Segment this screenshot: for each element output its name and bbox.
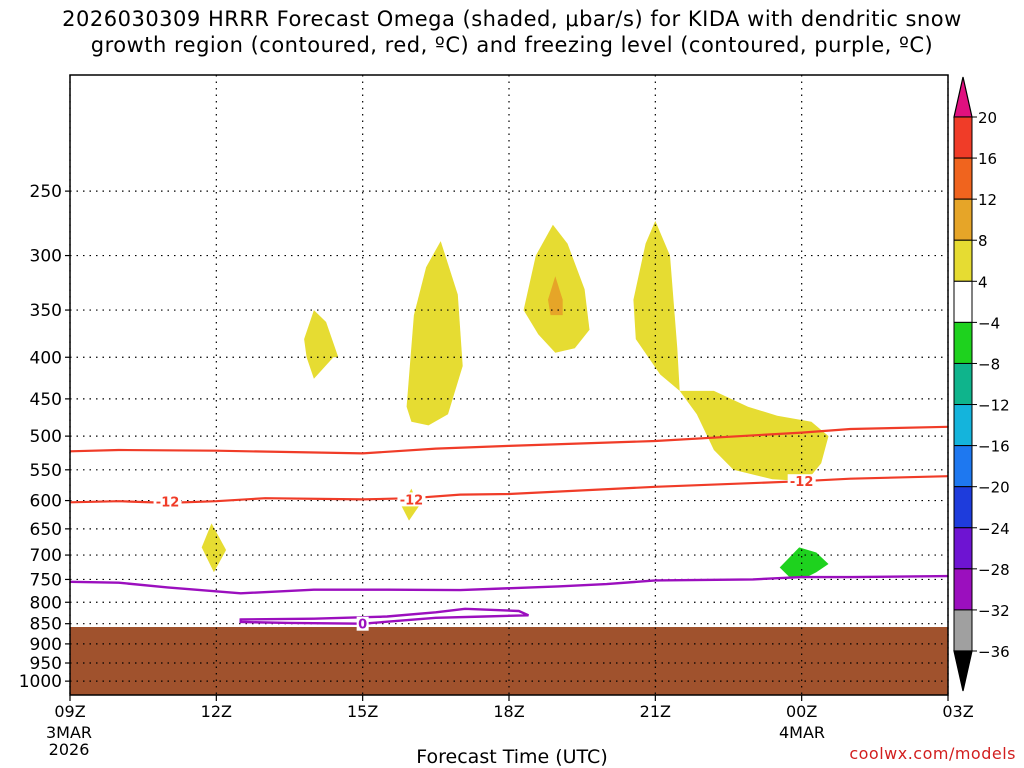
colorbar-label-0: 20	[978, 109, 997, 127]
colorbar-label-7: −12	[978, 397, 1010, 415]
y-tick-label-650: 650	[30, 520, 62, 540]
y-tick-label-700: 700	[30, 546, 62, 566]
colorbar-label-2: 12	[978, 191, 997, 209]
y-tick-label-400: 400	[30, 348, 62, 368]
y-tick-label-900: 900	[30, 635, 62, 655]
y-tick-label-750: 750	[30, 570, 62, 590]
next-date-label: 4MAR	[779, 724, 825, 741]
colorbar-label-4: 4	[978, 273, 988, 291]
x-tick-label-21z: 21Z	[640, 702, 671, 721]
x-axis-title: Forecast Time (UTC)	[416, 746, 608, 768]
x-tick-label-03z: 03Z	[942, 702, 973, 721]
colorbar-label-9: −20	[978, 479, 1010, 497]
colorbar-label-10: −24	[978, 520, 1010, 538]
colorbar-bin-bottom-triangle	[953, 650, 973, 692]
colorbar-bin-4	[953, 239, 973, 282]
y-tick-label-1000: 1000	[19, 672, 62, 692]
colorbar-label-1: 16	[978, 150, 997, 168]
freezing-label-1: 0	[358, 618, 367, 633]
y-tick-label-600: 600	[30, 492, 62, 512]
y-tick-label-500: 500	[30, 427, 62, 447]
y-tick-label-350: 350	[30, 301, 62, 321]
x-tick-label-00z: 00Z	[786, 702, 817, 721]
y-tick-label-550: 550	[30, 461, 62, 481]
y-tick-label-950: 950	[30, 654, 62, 674]
freezing-label-1-bg	[356, 616, 369, 631]
y-tick-label-250: 250	[30, 182, 62, 202]
colorbar-bin-3	[953, 198, 973, 241]
colorbar-label-8: −16	[978, 438, 1010, 456]
colorbar-bin-2	[953, 157, 973, 200]
omega-area-7	[201, 523, 227, 573]
colorbar-bin-11	[953, 527, 973, 570]
colorbar-bin-9	[953, 445, 973, 488]
dgz-label-1-bg	[153, 494, 182, 509]
next-month-day: 4MAR	[779, 723, 826, 742]
omega-area-5	[633, 220, 829, 482]
start-date-label: 3MAR 2026	[46, 724, 92, 758]
start-year: 2026	[48, 740, 90, 759]
colorbar-bin-12	[953, 568, 973, 611]
chart-title-line1: 2026030309 HRRR Forecast Omega (shaded, …	[62, 7, 962, 31]
colorbar-label-12: −32	[978, 602, 1010, 620]
colorbar-label-13: −36	[978, 643, 1010, 661]
x-tick-label-15z: 15Z	[347, 702, 378, 721]
freezing-contour-1	[69, 574, 949, 595]
colorbar-label-5: −4	[978, 314, 1000, 332]
freezing-contour-2	[239, 607, 529, 625]
credit-link[interactable]: coolwx.com/models	[849, 744, 1016, 763]
dgz-label-2-bg	[397, 492, 426, 507]
dgz-label-3-bg	[787, 474, 816, 489]
colorbar-bin-7	[953, 362, 973, 406]
chart-title-line2: growth region (contoured, red, ºC) and f…	[90, 33, 934, 57]
colorbar-bin-top-triangle	[953, 76, 973, 118]
dgz-contour-1	[69, 425, 949, 455]
colorbar-label-11: −28	[978, 561, 1010, 579]
dgz-label-3: -12	[790, 475, 814, 490]
omega-area-2	[406, 241, 463, 426]
omega-area-4	[548, 276, 563, 316]
dgz-label-2: -12	[400, 493, 424, 508]
colorbar-bin-8	[953, 404, 973, 447]
x-tick-label-12z: 12Z	[201, 702, 232, 721]
dgz-label-1: -12	[156, 496, 180, 511]
omega-area-1	[304, 310, 339, 379]
start-month-day: 3MAR	[46, 723, 93, 742]
y-tick-label-450: 450	[30, 390, 62, 410]
x-tick-label-18z: 18Z	[493, 702, 524, 721]
colorbar-bin-13	[953, 609, 973, 652]
omega-area-8	[779, 547, 829, 579]
x-tick-label-09z: 09Z	[54, 702, 85, 721]
colorbar-bin-10	[953, 486, 973, 529]
colorbar-bin-6	[953, 321, 973, 364]
colorbar-bin-5	[953, 280, 973, 323]
y-tick-label-300: 300	[30, 247, 62, 267]
y-tick-label-800: 800	[30, 593, 62, 613]
colorbar-bin-1	[953, 116, 973, 159]
y-tick-label-850: 850	[30, 615, 62, 635]
colorbar-label-3: 8	[978, 232, 988, 250]
colorbar-label-6: −8	[978, 355, 1000, 373]
